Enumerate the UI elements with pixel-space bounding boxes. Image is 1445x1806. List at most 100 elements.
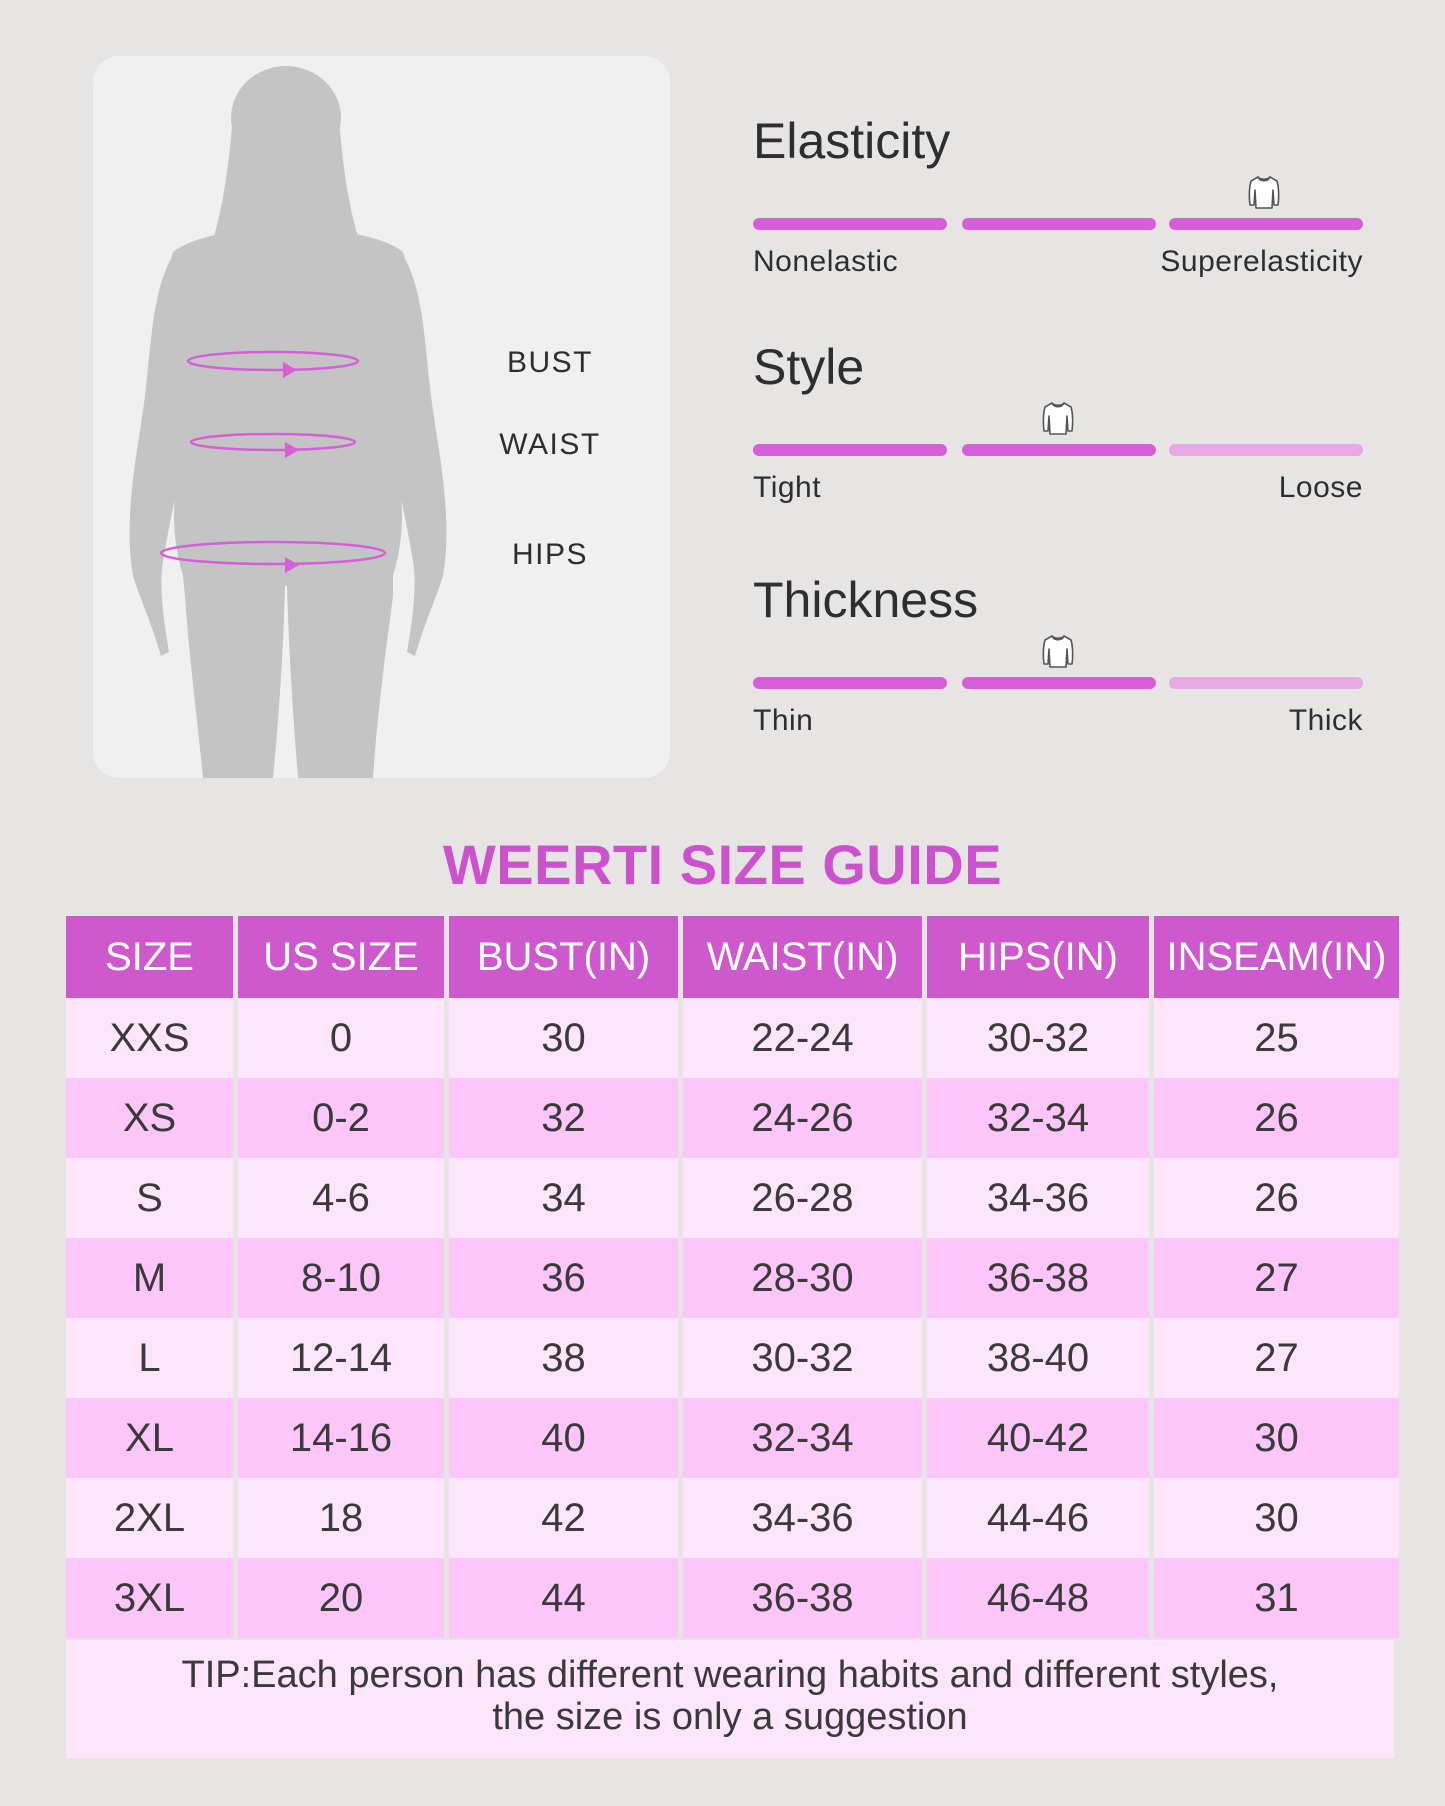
table-row: L 12-14 38 30-32 38-40 27 <box>66 1318 1399 1398</box>
elasticity-title: Elasticity <box>753 113 951 169</box>
table-cell: 34-36 <box>927 1158 1149 1238</box>
shirt-icon <box>1246 174 1282 210</box>
hips-arrow-icon <box>285 557 299 573</box>
thickness-title: Thickness <box>753 572 979 628</box>
size-guide-title: WEERTI SIZE GUIDE <box>442 833 1003 896</box>
size-table: SIZE US SIZE BUST(IN) WAIST(IN) HIPS(IN)… <box>61 916 1404 1638</box>
scale-segment-2 <box>962 218 1156 230</box>
table-cell: 30-32 <box>683 1318 922 1398</box>
elasticity-scale: Elasticity Nonelastic Superelasticity <box>753 112 1363 292</box>
table-cell: 22-24 <box>683 998 922 1078</box>
ring-arrows <box>283 362 299 573</box>
table-row: S 4-6 34 26-28 34-36 26 <box>66 1158 1399 1238</box>
table-cell: 30-32 <box>927 998 1149 1078</box>
table-cell: 34 <box>449 1158 678 1238</box>
header-waist: WAIST(IN) <box>683 916 922 998</box>
scale-segment-2 <box>962 444 1156 456</box>
table-cell: 44-46 <box>927 1478 1149 1558</box>
header-inseam: INSEAM(IN) <box>1154 916 1399 998</box>
table-cell: 31 <box>1154 1558 1399 1638</box>
table-body: XXS 0 30 22-24 30-32 25 XS 0-2 32 24-26 32-34 26 S 4-… <box>66 998 1399 1638</box>
table-cell: 3XL <box>66 1558 233 1638</box>
table-cell: 36-38 <box>927 1238 1149 1318</box>
table-cell: M <box>66 1238 233 1318</box>
hips-ring <box>159 540 387 566</box>
tip-line-2: the size is only a suggestion <box>492 1696 968 1738</box>
table-cell: 26-28 <box>683 1158 922 1238</box>
table-cell: 32 <box>449 1078 678 1158</box>
table-cell: 4-6 <box>238 1158 444 1238</box>
table-cell: 36-38 <box>683 1558 922 1638</box>
bust-label: BUST <box>506 346 593 379</box>
tip-line-1: TIP:Each person has different wearing ha… <box>181 1654 1279 1696</box>
scale-segment-2 <box>962 677 1156 689</box>
header-us-size: US SIZE <box>238 916 444 998</box>
table-cell: 14-16 <box>238 1398 444 1478</box>
scale-segment-3 <box>1169 218 1363 230</box>
measurement-rings <box>159 350 387 566</box>
elasticity-low-label: Nonelastic <box>753 245 899 278</box>
tip-note: TIP:Each person has different wearing ha… <box>66 1640 1394 1758</box>
thickness-low-label: Thin <box>753 704 814 737</box>
table-cell: 32-34 <box>683 1398 922 1478</box>
table-cell: 30 <box>449 998 678 1078</box>
shirt-icon <box>1040 400 1076 436</box>
waist-arrow-icon <box>285 442 299 458</box>
thickness-high-label: Thick <box>1288 704 1363 737</box>
table-cell: 26 <box>1154 1158 1399 1238</box>
scale-segment-1 <box>753 677 947 689</box>
table-cell: 30 <box>1154 1478 1399 1558</box>
table-cell: 34-36 <box>683 1478 922 1558</box>
table-cell: 2XL <box>66 1478 233 1558</box>
table-row: 2XL 18 42 34-36 44-46 30 <box>66 1478 1399 1558</box>
table-cell: 27 <box>1154 1318 1399 1398</box>
elasticity-high-label: Superelasticity <box>1160 245 1363 278</box>
waist-ring <box>189 432 357 452</box>
waist-label: WAIST <box>499 428 601 461</box>
table-cell: 44 <box>449 1558 678 1638</box>
thickness-scale: Thickness Thin Thick <box>753 571 1363 751</box>
table-cell: XS <box>66 1078 233 1158</box>
hips-label: HIPS <box>511 538 589 571</box>
table-cell: XL <box>66 1398 233 1478</box>
table-cell: 40 <box>449 1398 678 1478</box>
table-cell: 20 <box>238 1558 444 1638</box>
scale-segment-3 <box>1169 444 1363 456</box>
table-cell: 25 <box>1154 998 1399 1078</box>
table-row: XL 14-16 40 32-34 40-42 30 <box>66 1398 1399 1478</box>
body-figure-card: BUST WAIST HIPS <box>93 56 670 778</box>
table-cell: 36 <box>449 1238 678 1318</box>
scale-segment-1 <box>753 218 947 230</box>
woman-silhouette <box>129 66 447 778</box>
table-cell: L <box>66 1318 233 1398</box>
table-row: XS 0-2 32 24-26 32-34 26 <box>66 1078 1399 1158</box>
table-cell: 26 <box>1154 1078 1399 1158</box>
body-silhouette-illustration <box>129 66 447 778</box>
table-cell: 38-40 <box>927 1318 1149 1398</box>
scale-segment-1 <box>753 444 947 456</box>
style-title: Style <box>753 339 865 395</box>
table-cell: 38 <box>449 1318 678 1398</box>
table-cell: XXS <box>66 998 233 1078</box>
table-cell: 27 <box>1154 1238 1399 1318</box>
header-size: SIZE <box>66 916 233 998</box>
table-cell: 46-48 <box>927 1558 1149 1638</box>
table-cell: 8-10 <box>238 1238 444 1318</box>
table-cell: 18 <box>238 1478 444 1558</box>
style-high-label: Loose <box>1278 471 1363 504</box>
table-cell: 0 <box>238 998 444 1078</box>
scale-segment-3 <box>1169 677 1363 689</box>
table-cell: 0-2 <box>238 1078 444 1158</box>
bust-ring <box>186 350 360 372</box>
table-cell: 40-42 <box>927 1398 1149 1478</box>
bust-arrow-icon <box>283 362 297 378</box>
table-row: M 8-10 36 28-30 36-38 27 <box>66 1238 1399 1318</box>
table-cell: 30 <box>1154 1398 1399 1478</box>
style-scale: Style Tight Loose <box>753 338 1363 518</box>
table-cell: 32-34 <box>927 1078 1149 1158</box>
shirt-icon <box>1040 633 1076 669</box>
table-row: 3XL 20 44 36-38 46-48 31 <box>66 1558 1399 1638</box>
table-cell: 12-14 <box>238 1318 444 1398</box>
header-hips: HIPS(IN) <box>927 916 1149 998</box>
table-header-row: SIZE US SIZE BUST(IN) WAIST(IN) HIPS(IN)… <box>66 916 1399 998</box>
